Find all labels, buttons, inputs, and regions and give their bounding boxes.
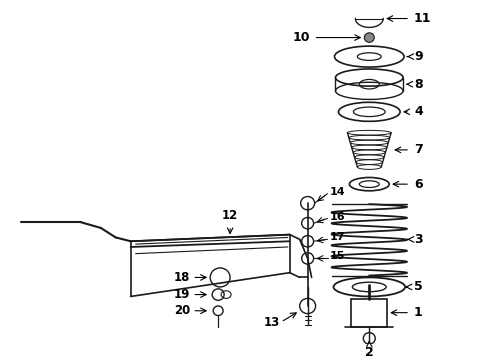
Text: 11: 11 <box>414 12 432 25</box>
Text: 4: 4 <box>414 105 423 118</box>
Text: 15: 15 <box>329 252 345 261</box>
Text: 12: 12 <box>222 209 238 222</box>
Text: 1: 1 <box>414 306 423 319</box>
Text: 18: 18 <box>174 271 190 284</box>
Text: 14: 14 <box>329 187 345 197</box>
Text: 3: 3 <box>414 233 423 246</box>
Text: 2: 2 <box>365 346 374 359</box>
Text: 10: 10 <box>292 31 310 44</box>
Text: 8: 8 <box>414 78 423 91</box>
Text: 7: 7 <box>414 143 423 156</box>
Text: 9: 9 <box>414 50 423 63</box>
Text: 20: 20 <box>174 304 190 317</box>
Text: 5: 5 <box>414 280 423 293</box>
Circle shape <box>365 33 374 42</box>
Text: 17: 17 <box>329 233 345 242</box>
Text: 6: 6 <box>414 177 423 191</box>
Text: 19: 19 <box>174 288 190 301</box>
Text: 16: 16 <box>329 212 345 221</box>
Text: 13: 13 <box>264 316 280 329</box>
